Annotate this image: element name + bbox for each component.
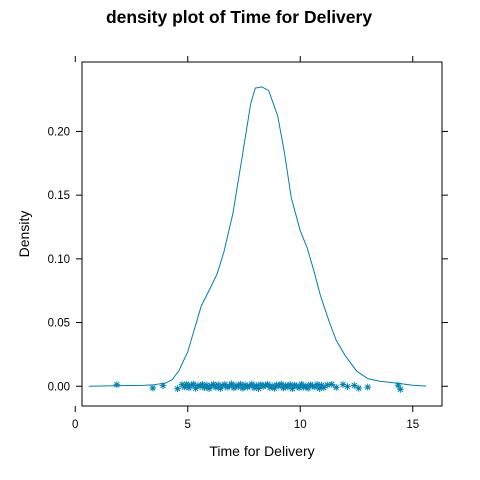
density-curve: [88, 86, 427, 387]
rug-point: [205, 385, 213, 392]
rug-point: [212, 383, 220, 391]
rug-point: [183, 380, 191, 388]
rug-point: [113, 381, 121, 389]
rug-point: [323, 381, 331, 389]
y-tick-label: 0.10: [48, 254, 70, 266]
rug-point: [174, 385, 182, 393]
plot-frame: [81, 61, 443, 407]
rug-point: [219, 382, 227, 390]
axis-ticks: [74, 56, 448, 412]
rug-point: [259, 383, 267, 391]
rug-point: [328, 380, 336, 388]
rug-point: [232, 381, 240, 389]
rug-points: [113, 380, 404, 393]
rug-point: [216, 385, 224, 392]
rug-point: [304, 384, 312, 392]
x-axis-label: Time for Delivery: [209, 443, 314, 459]
x-tick-label: 10: [294, 419, 307, 431]
rug-point: [355, 384, 363, 392]
rug-point: [394, 381, 402, 389]
axis-tick-labels: 0 5 10 15 0.00 0.05 0.10 0.15 0.20: [48, 126, 420, 431]
rug-point: [194, 382, 202, 389]
rug-point: [203, 381, 211, 389]
x-tick-label: 5: [185, 419, 191, 431]
rug-point: [339, 381, 347, 388]
y-tick-label: 0.05: [48, 318, 70, 330]
rug-point: [243, 383, 251, 391]
rug-point: [315, 385, 323, 392]
rug-point: [210, 380, 218, 388]
rug-point: [252, 382, 260, 389]
rug-point: [214, 381, 222, 389]
rug-point: [198, 380, 206, 388]
rug-point: [237, 380, 245, 388]
chart-title: density plot of Time for Delivery: [106, 7, 372, 27]
rug-point: [364, 383, 372, 391]
rug-point: [223, 383, 231, 391]
rug-point: [180, 383, 188, 391]
rug-point: [264, 380, 272, 388]
rug-point: [221, 381, 229, 388]
rug-point: [291, 381, 299, 389]
rug-point: [270, 384, 278, 392]
rug-point: [313, 381, 321, 388]
rug-point: [228, 380, 236, 388]
rug-point: [297, 380, 305, 388]
rug-point: [344, 383, 351, 391]
x-tick-label: 0: [72, 419, 78, 431]
rug-point: [239, 384, 247, 392]
y-tick-label: 0.20: [48, 126, 70, 138]
y-tick-label: 0.15: [48, 190, 70, 202]
rug-point: [159, 382, 167, 390]
rug-point: [149, 384, 157, 392]
rug-point: [350, 382, 358, 389]
rug-point: [189, 380, 197, 388]
rug-point: [279, 384, 287, 392]
rug-point: [320, 384, 328, 392]
rug-point: [187, 381, 195, 389]
x-tick-label: 15: [406, 419, 419, 431]
rug-point: [396, 385, 404, 393]
rug-point: [309, 382, 317, 390]
rug-point: [288, 385, 296, 393]
rug-point: [332, 383, 340, 391]
y-tick-label: 0.00: [48, 381, 70, 393]
rug-point: [277, 380, 285, 388]
rug-point: [261, 381, 269, 389]
rug-point: [286, 381, 294, 388]
rug-point: [192, 384, 200, 392]
rug-point: [248, 380, 256, 388]
rug-point: [306, 381, 314, 389]
rug-point: [255, 385, 263, 392]
rug-point: [273, 381, 281, 389]
y-axis-label: Density: [16, 211, 32, 258]
rug-point: [295, 384, 303, 392]
